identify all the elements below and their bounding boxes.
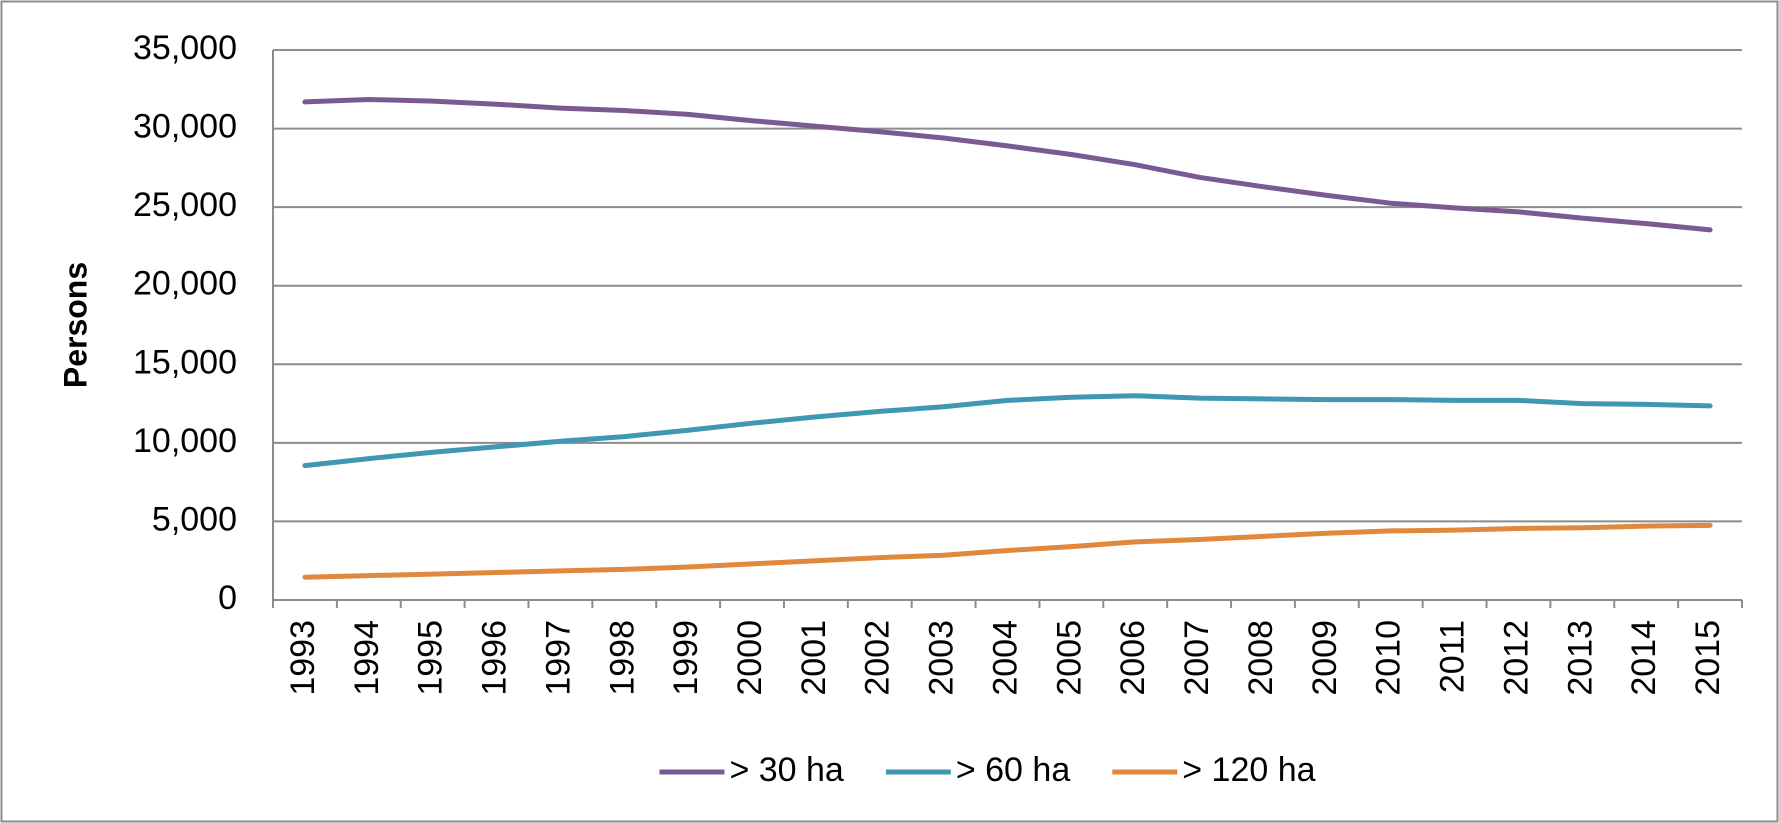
y-axis-title: Persons	[57, 262, 93, 388]
legend-label: > 60 ha	[956, 751, 1070, 789]
x-tick-label: 1996	[476, 620, 514, 696]
y-tick-label: 10,000	[133, 422, 237, 460]
y-tick-label: 5,000	[152, 500, 237, 538]
legend-label: > 30 ha	[729, 751, 843, 789]
x-tick-label: 1999	[667, 620, 705, 696]
x-tick-label: 2010	[1370, 620, 1408, 696]
x-tick-label: 2004	[986, 620, 1024, 696]
x-tick-label: 2012	[1497, 620, 1535, 696]
y-tick-label: 0	[218, 579, 237, 617]
x-tick-label: 2008	[1242, 620, 1280, 696]
x-tick-label: 2015	[1689, 620, 1727, 696]
x-tick-label: 1998	[603, 620, 641, 696]
series-line	[302, 393, 1713, 469]
y-tick-label: 35,000	[133, 29, 237, 67]
x-tick-label: 1994	[348, 620, 386, 696]
x-tick-label: 1993	[284, 620, 322, 696]
x-tick-label: 2000	[731, 620, 769, 696]
series-line	[302, 522, 1713, 580]
y-tick-label: 30,000	[133, 108, 237, 146]
x-tick-label: 2011	[1434, 620, 1472, 693]
y-tick-label: 20,000	[133, 265, 237, 303]
x-tick-label: 2006	[1114, 620, 1152, 696]
series-line	[302, 97, 1713, 233]
y-tick-label: 25,000	[133, 186, 237, 224]
x-tick-label: 1997	[539, 620, 577, 696]
x-tick-label: 1995	[412, 620, 450, 696]
x-tick-label: 2013	[1561, 620, 1599, 696]
x-tick-label: 2001	[795, 620, 833, 696]
x-tick-label: 2003	[923, 620, 961, 696]
x-tick-label: 2005	[1050, 620, 1088, 696]
x-tick-label: 2009	[1306, 620, 1344, 696]
x-tick-label: 2007	[1178, 620, 1216, 696]
x-tick-label: 2014	[1625, 620, 1663, 696]
x-tick-label: 2002	[859, 620, 897, 696]
legend-label: > 120 ha	[1182, 751, 1315, 789]
y-tick-label: 15,000	[133, 343, 237, 381]
